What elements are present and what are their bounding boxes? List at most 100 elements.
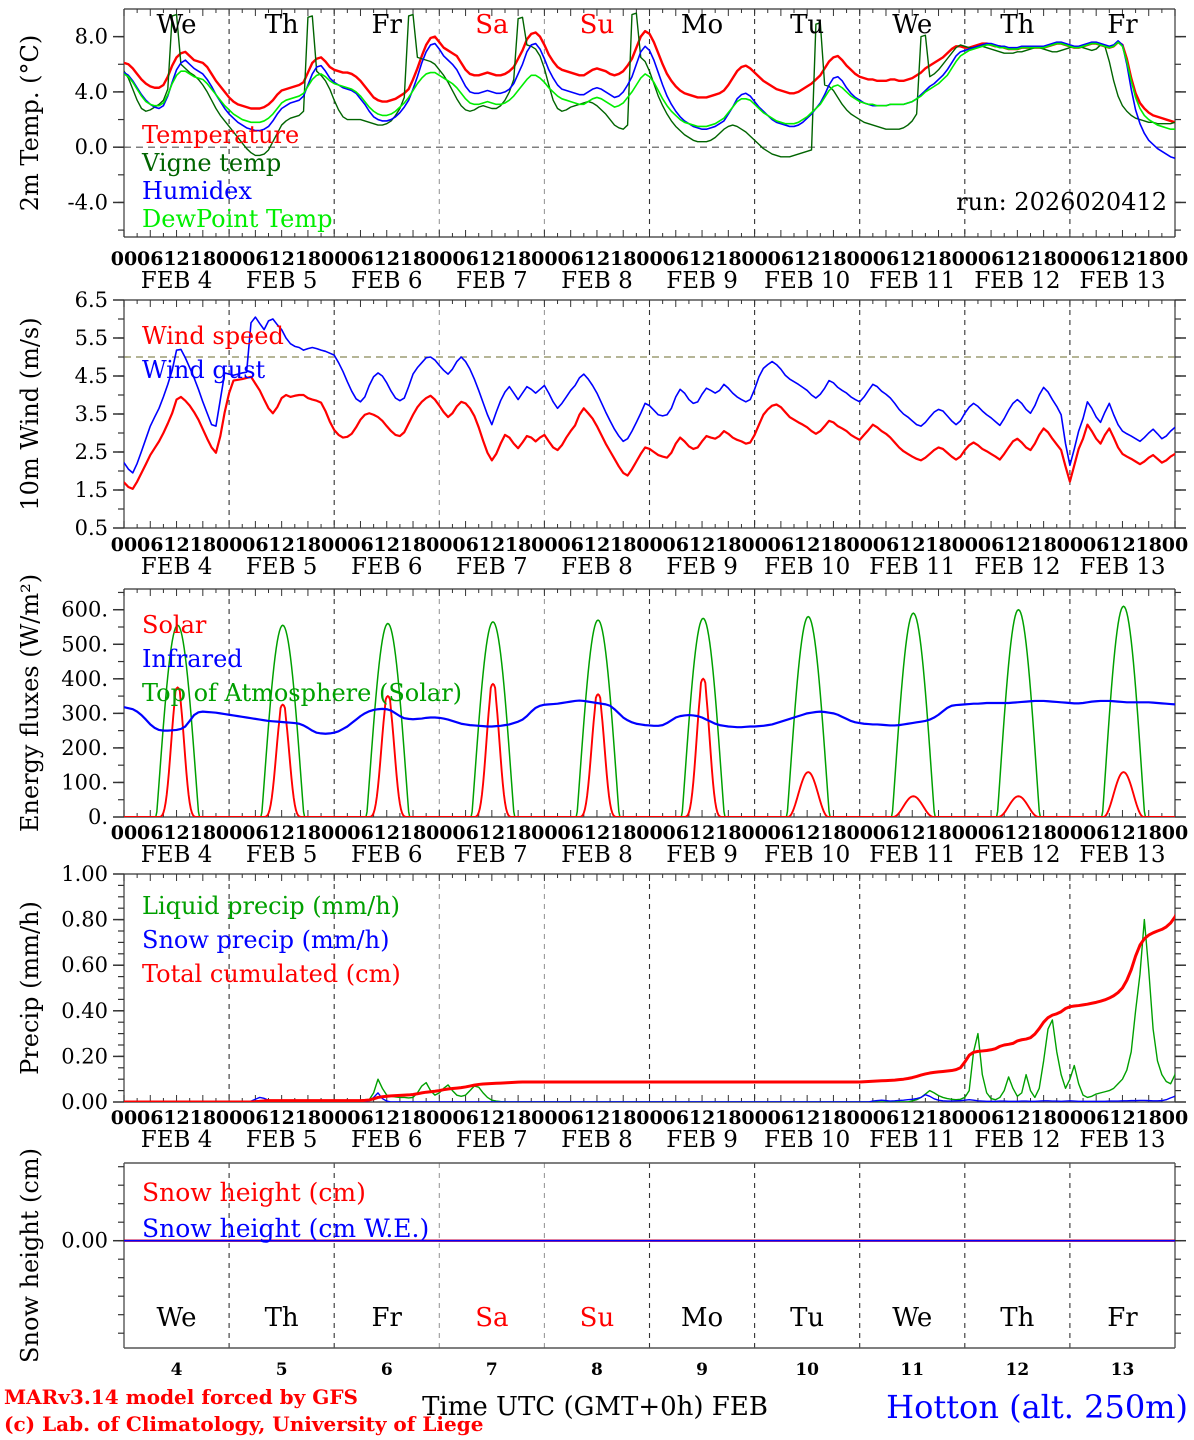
hour-tick-label: 00: [216, 534, 242, 556]
weekday-label: Fr: [372, 10, 403, 40]
hour-tick-label: 12: [584, 534, 610, 556]
hour-tick-label: 06: [137, 248, 163, 270]
hour-tick-label: 18: [295, 534, 321, 556]
hour-tick-label: 06: [1083, 1107, 1109, 1129]
hour-tick-label: 12: [794, 248, 820, 270]
hour-tick-label: 12: [268, 534, 294, 556]
weekday-label: We: [157, 10, 197, 40]
hour-tick-label: 12: [479, 1107, 505, 1129]
day-label: FEB 12: [974, 268, 1060, 294]
hour-tick-label: 06: [452, 248, 478, 270]
hour-tick-label: 12: [584, 248, 610, 270]
hour-tick-label: 12: [1109, 248, 1135, 270]
day-label: FEB 9: [666, 554, 738, 580]
hour-tick-label: 12: [479, 248, 505, 270]
y-ticks: 0.00: [61, 1166, 1186, 1334]
hour-tick-label: 18: [1135, 248, 1161, 270]
hour-tick-label: 00: [636, 248, 662, 270]
hour-tick-label: 18: [715, 1107, 741, 1129]
hour-tick-label: 06: [768, 248, 794, 270]
y-tick-label: 2.5: [75, 440, 108, 464]
weekday-label: Th: [1000, 10, 1034, 40]
hour-tick-label: 18: [925, 1107, 951, 1129]
day-label: FEB 12: [974, 1127, 1060, 1153]
hour-tick-label: 18: [610, 822, 636, 844]
hour-tick-label: 12: [1109, 534, 1135, 556]
hour-tick-label: 18: [1135, 534, 1161, 556]
weekday-label: Sa: [475, 10, 508, 40]
hour-tick-label: 00: [426, 534, 452, 556]
legend-item: Humidex: [142, 177, 252, 205]
legend-item: Wind gust: [142, 356, 266, 384]
hour-tick-label: 00: [111, 534, 137, 556]
hour-tick-label: 12: [374, 1107, 400, 1129]
day-number-label: 8: [591, 1360, 603, 1380]
hour-tick-label: 06: [557, 822, 583, 844]
y-tick-label: 5.5: [75, 326, 108, 350]
hour-tick-label: 00: [1162, 822, 1188, 844]
hour-tick-label: 00: [426, 248, 452, 270]
day-label: FEB 5: [246, 842, 318, 868]
hour-tick-label: 00: [1162, 1107, 1188, 1129]
hour-tick-label: 12: [899, 1107, 925, 1129]
y-axis-label: Snow height (cm): [16, 1148, 44, 1363]
day-label: FEB 13: [1079, 842, 1165, 868]
data-layer: [124, 605, 1175, 817]
day-number-label: 9: [696, 1360, 708, 1380]
hour-tick-label: 00: [741, 248, 767, 270]
legend-item: Wind speed: [142, 322, 284, 350]
hour-tick-label: 06: [242, 1107, 268, 1129]
hour-tick-label: 00: [846, 822, 872, 844]
hour-tick-label: 12: [689, 822, 715, 844]
hour-tick-label: 06: [557, 534, 583, 556]
station-label: Hotton (alt. 250m): [886, 1388, 1188, 1426]
hour-tick-label: 18: [820, 1107, 846, 1129]
y-tick-label: 4.5: [75, 364, 108, 388]
day-number-label: 5: [276, 1360, 288, 1380]
hour-tick-label: 06: [347, 822, 373, 844]
y-tick-label: 0.5: [75, 516, 108, 540]
y-tick-label: 1.00: [61, 862, 108, 886]
hour-tick-label: 18: [610, 534, 636, 556]
series-line-wind-gust: [124, 316, 1175, 474]
hour-tick-label: 06: [347, 534, 373, 556]
hour-tick-label: 18: [190, 822, 216, 844]
hour-tick-label: 00: [1162, 248, 1188, 270]
weekday-label: Th: [265, 1303, 299, 1333]
day-label: FEB 7: [456, 554, 528, 580]
legend-item: Total cumulated (cm): [142, 960, 401, 988]
day-label: FEB 7: [456, 842, 528, 868]
axes-frame: [123, 1162, 1176, 1349]
panel-snow_height: 0.00 Snow height (cm) Snow height (cm) Snow…: [16, 1148, 1186, 1380]
day-number-label: 4: [171, 1360, 183, 1380]
hour-tick-label: 18: [715, 822, 741, 844]
hour-tick-label: 00: [952, 1107, 978, 1129]
hour-tick-label: 00: [741, 534, 767, 556]
y-tick-label: 0.80: [61, 908, 108, 932]
y-ticks: 0.5 1.5 2.5 3.5 4.5 5.5 6.5: [75, 288, 1186, 540]
hour-tick-label: 06: [242, 534, 268, 556]
day-number-label: 10: [795, 1360, 819, 1380]
hour-tick-label: 00: [952, 248, 978, 270]
hour-tick-label: 18: [295, 248, 321, 270]
hour-tick-label: 18: [1030, 822, 1056, 844]
hour-tick-label: 06: [242, 248, 268, 270]
day-number-label: 7: [486, 1360, 498, 1380]
hour-tick-label: 18: [925, 248, 951, 270]
weekday-label: Th: [265, 10, 299, 40]
hour-tick-label: 06: [768, 822, 794, 844]
series-line-toa: [124, 605, 1175, 817]
y-tick-label: 100.: [61, 770, 108, 794]
run-label: run: 2026020412: [956, 188, 1167, 216]
hour-tick-label: 06: [347, 248, 373, 270]
x-minor-ticks: [123, 9, 1176, 237]
hour-tick-label: 00: [952, 534, 978, 556]
hour-tick-label: 00: [636, 822, 662, 844]
hour-tick-label: 00: [741, 1107, 767, 1129]
hour-tick-label: 12: [689, 248, 715, 270]
hour-tick-label: 12: [1004, 534, 1030, 556]
day-label: FEB 8: [561, 554, 633, 580]
hour-tick-label: 00: [846, 534, 872, 556]
